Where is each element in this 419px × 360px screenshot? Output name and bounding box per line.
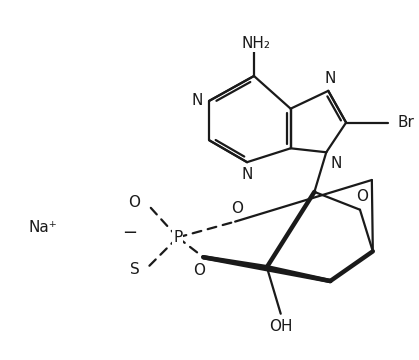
Text: OH: OH — [269, 319, 292, 334]
Text: O: O — [128, 195, 140, 210]
Text: O: O — [231, 201, 243, 216]
Text: −: − — [123, 225, 138, 243]
Text: Br: Br — [398, 115, 414, 130]
Text: Na⁺: Na⁺ — [28, 220, 57, 235]
Text: S: S — [130, 262, 140, 276]
Text: O: O — [194, 263, 205, 278]
Text: N: N — [241, 167, 253, 182]
Text: N: N — [330, 156, 341, 171]
Text: O: O — [356, 189, 368, 204]
Text: N: N — [191, 93, 202, 108]
Text: NH₂: NH₂ — [241, 36, 270, 51]
Text: P: P — [173, 230, 182, 245]
Text: N: N — [325, 71, 336, 86]
